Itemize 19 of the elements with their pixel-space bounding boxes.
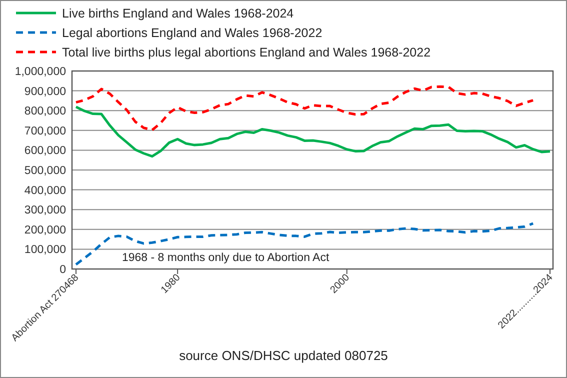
line-series <box>74 222 534 266</box>
y-tick-label: 300,000 <box>24 204 66 217</box>
y-tick-label: 100,000 <box>24 244 66 256</box>
y-tick-label: 700,000 <box>24 125 66 138</box>
y-tick-label: 400,000 <box>24 184 66 197</box>
line-series <box>74 85 534 132</box>
legend-label: Total live births plus legal abortions England and Wales 1968-2022 <box>62 45 431 60</box>
y-tick-label: 0 <box>60 264 66 276</box>
y-tick-label: 1,000,000 <box>14 66 66 78</box>
y-tick-label: 800,000 <box>24 106 66 118</box>
legend-label: Live births England and Wales 1968-2024 <box>62 6 294 20</box>
legend-label: Legal abortions England and Wales 1968-2022 <box>62 26 322 40</box>
y-tick-label: 200,000 <box>24 224 66 236</box>
y-tick-label: 500,000 <box>24 165 66 178</box>
line-series <box>74 106 552 158</box>
annotation: 1968 - 8 months only due to Abortion Act <box>122 252 330 264</box>
y-tick-label: 600,000 <box>24 145 66 158</box>
source-note: source ONS/DHSC updated 080725 <box>179 348 388 363</box>
y-tick-label: 900,000 <box>24 86 66 98</box>
